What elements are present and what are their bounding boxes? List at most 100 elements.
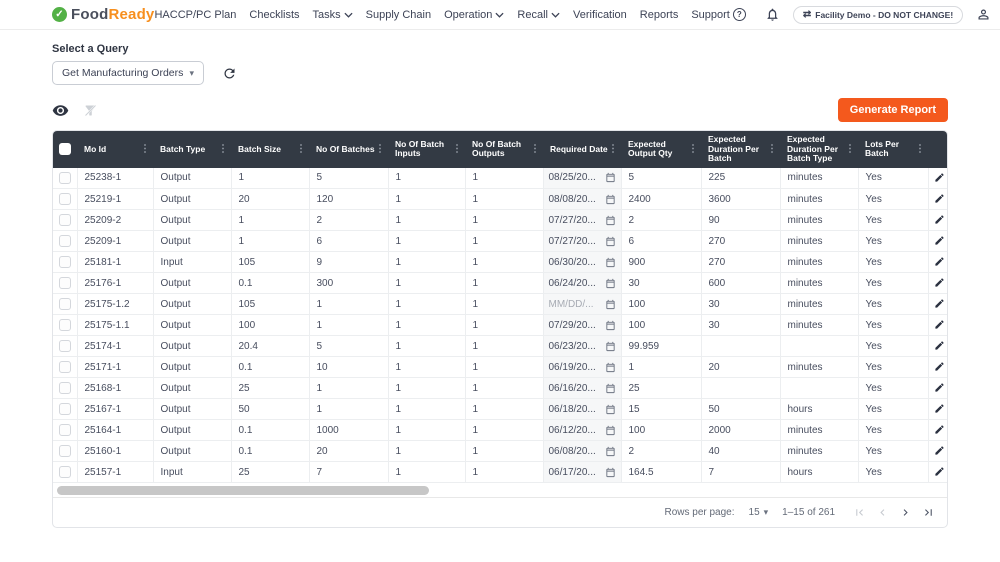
edit-row-button[interactable] [934,296,945,309]
cell-lots-per-batch: Yes [858,230,929,253]
nav-item-support[interactable]: Support? [691,8,746,21]
table-row: 25157-1 Input 25 7 1 1 06/17/20... 164.5… [53,461,947,484]
select-all-checkbox[interactable] [59,143,71,156]
rows-per-page-select[interactable]: 15 ▾ [749,507,769,518]
required-date-input[interactable]: 08/08/20... [549,194,616,205]
nav-item-recall[interactable]: Recall [517,9,560,21]
next-page-button[interactable] [899,506,912,519]
column-visibility-button[interactable] [52,102,69,119]
table-row: 25175-1.2 Output 105 1 1 1 MM/DD/... 100… [53,293,947,316]
nav-item-checklists[interactable]: Checklists [249,9,299,21]
column-header-required-date: Required Date ⋮ [543,131,621,168]
nav-item-haccp-pc-plan[interactable]: HACCP/PC Plan [154,9,236,21]
edit-row-button[interactable] [934,191,945,204]
column-label: No Of Batches [316,143,375,154]
edit-row-button[interactable] [934,359,945,372]
cell-mo-id: 25209-1 [77,230,154,253]
nav-item-tasks[interactable]: Tasks [313,9,353,21]
cell-expected-output-qty: 30 [621,272,702,295]
last-page-button[interactable] [922,506,935,519]
foodready-logo[interactable]: ✓ FoodReady [52,6,154,23]
nav-item-verification[interactable]: Verification [573,9,627,21]
row-checkbox[interactable] [58,445,71,458]
generate-report-button[interactable]: Generate Report [837,98,948,122]
previous-page-button[interactable] [876,506,889,519]
required-date-input[interactable]: 07/27/20... [549,236,616,247]
required-date-input[interactable]: 06/24/20... [549,278,616,289]
row-checkbox[interactable] [58,298,71,311]
cell-no-of-batch-outputs: 1 [465,167,544,190]
cell-actions [928,251,947,274]
required-date-input[interactable]: 06/18/20... [549,404,616,415]
edit-row-button[interactable] [934,401,945,414]
column-menu-icon[interactable]: ⋮ [915,143,925,155]
column-menu-icon[interactable]: ⋮ [218,143,228,155]
edit-row-button[interactable] [934,275,945,288]
required-date-input[interactable]: 06/12/20... [549,425,616,436]
first-page-button[interactable] [853,506,866,519]
column-menu-icon[interactable]: ⋮ [688,143,698,155]
required-date-value: 07/27/20... [548,235,596,247]
cell-expected-output-qty: 2 [621,440,702,463]
edit-row-button[interactable] [934,254,945,267]
required-date-input[interactable]: 06/17/20... [549,467,616,478]
row-checkbox[interactable] [58,466,71,479]
row-checkbox[interactable] [58,319,71,332]
query-select[interactable]: Get Manufacturing Orders ▾ [52,61,204,85]
required-date-input[interactable]: 07/29/20... [549,320,616,331]
column-menu-icon[interactable]: ⋮ [608,143,618,155]
edit-row-button[interactable] [934,317,945,330]
cell-no-of-batch-outputs: 1 [465,188,544,211]
row-checkbox[interactable] [58,340,71,353]
nav-item-operation[interactable]: Operation [444,9,504,21]
row-checkbox[interactable] [58,214,71,227]
row-checkbox[interactable] [58,424,71,437]
clear-filters-button[interactable] [83,103,98,118]
nav-label: Reports [639,8,679,21]
account-button[interactable] [976,7,991,22]
nav-item-reports[interactable]: Reports [640,9,679,21]
column-menu-icon[interactable]: ⋮ [530,143,540,155]
required-date-input[interactable]: MM/DD/... [549,299,616,310]
required-date-input[interactable]: 08/25/20... [549,172,616,183]
row-checkbox[interactable] [58,277,71,290]
column-menu-icon[interactable]: ⋮ [452,143,462,155]
cell-lots-per-batch: Yes [858,356,929,379]
row-checkbox[interactable] [58,171,71,184]
nav-item-supply-chain[interactable]: Supply Chain [366,9,431,21]
edit-row-button[interactable] [934,443,945,456]
refresh-query-button[interactable] [222,66,237,81]
facility-switcher-button[interactable]: ⇄ Facility Demo - DO NOT CHANGE! [792,5,964,24]
column-header-expected-output-qty: Expected Output Qty ⋮ [621,131,701,168]
pencil-icon [935,425,944,434]
column-menu-icon[interactable]: ⋮ [845,143,855,155]
required-date-input[interactable]: 06/23/20... [549,341,616,352]
column-menu-icon[interactable]: ⋮ [375,143,385,155]
row-checkbox[interactable] [58,256,71,269]
row-checkbox[interactable] [58,382,71,395]
required-date-input[interactable]: 06/08/20... [549,446,616,457]
notifications-button[interactable] [765,7,780,22]
row-checkbox[interactable] [58,193,71,206]
required-date-input[interactable]: 06/30/20... [549,257,616,268]
edit-row-button[interactable] [934,380,945,393]
column-menu-icon[interactable]: ⋮ [767,143,777,155]
column-menu-icon[interactable]: ⋮ [140,143,150,155]
edit-row-button[interactable] [934,212,945,225]
required-date-input[interactable]: 07/27/20... [549,215,616,226]
edit-row-button[interactable] [934,464,945,477]
horizontal-scrollbar-thumb[interactable] [57,486,430,496]
required-date-input[interactable]: 06/16/20... [549,383,616,394]
required-date-input[interactable]: 06/19/20... [549,362,616,373]
cell-lots-per-batch: Yes [858,188,929,211]
row-checkbox[interactable] [58,403,71,416]
edit-row-button[interactable] [934,338,945,351]
edit-row-button[interactable] [934,233,945,246]
row-checkbox[interactable] [58,235,71,248]
cell-batch-size: 0.1 [231,419,310,442]
required-date-value: 07/29/20... [548,319,596,331]
row-checkbox[interactable] [58,361,71,374]
edit-row-button[interactable] [934,170,945,183]
column-menu-icon[interactable]: ⋮ [296,143,306,155]
edit-row-button[interactable] [934,422,945,435]
